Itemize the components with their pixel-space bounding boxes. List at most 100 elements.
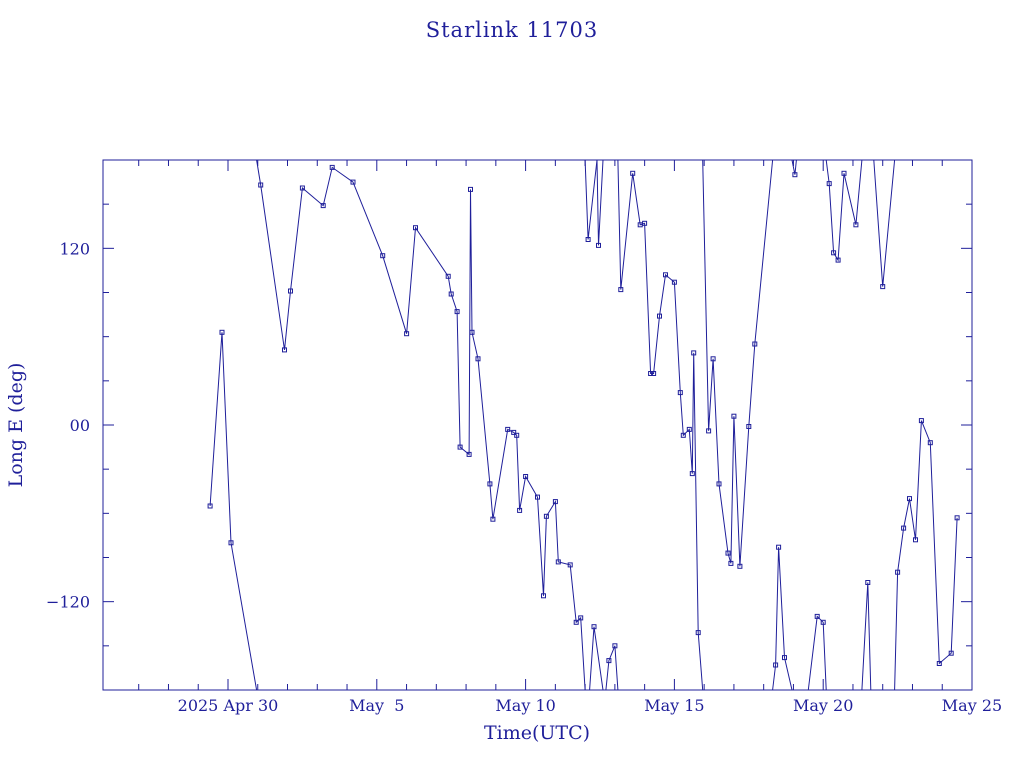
data-point: [691, 350, 697, 356]
data-point: [517, 507, 523, 513]
data-point: [841, 170, 847, 176]
series-line: [791, 159, 797, 175]
series-line: [617, 159, 704, 691]
data-point: [835, 257, 841, 263]
data-point: [618, 287, 624, 293]
data-point: [657, 313, 662, 319]
series-line: [861, 582, 872, 691]
data-point: [541, 593, 546, 599]
data-point: [475, 356, 481, 362]
data-point: [469, 329, 475, 335]
data-point: [329, 164, 335, 170]
series-line: [605, 645, 619, 691]
data-point: [454, 309, 460, 315]
series-line: [873, 159, 896, 287]
series-line: [894, 420, 958, 691]
series-line: [807, 615, 827, 691]
y-tick-label: −120: [46, 593, 90, 612]
data-point: [936, 661, 942, 666]
data-point: [514, 432, 520, 438]
data-point: [746, 424, 752, 429]
data-point: [689, 471, 695, 477]
data-point: [552, 499, 558, 505]
data-point: [228, 540, 234, 546]
data-point: [320, 203, 326, 209]
data-point: [731, 413, 737, 419]
data-point: [555, 559, 561, 565]
x-tick-label: May 20: [793, 696, 853, 715]
data-point: [773, 662, 779, 668]
data-point: [927, 440, 933, 446]
series-longitude: [207, 159, 960, 691]
data-point: [954, 515, 960, 521]
data-point: [901, 525, 907, 531]
data-point: [820, 619, 826, 625]
data-point: [585, 237, 591, 242]
series-line: [256, 159, 586, 691]
data-point: [651, 371, 657, 376]
data-point: [299, 185, 305, 191]
data-point: [511, 429, 517, 435]
data-point: [258, 182, 264, 188]
data-point: [853, 222, 859, 228]
x-axis-label: Time(UTC): [484, 722, 590, 744]
data-point: [523, 474, 529, 479]
data-point: [445, 273, 451, 279]
data-point: [612, 643, 618, 649]
y-tick-label: 00: [70, 416, 90, 435]
data-point: [686, 426, 692, 432]
data-point: [814, 613, 820, 619]
chart-title: Starlink 11703: [426, 18, 599, 42]
data-point: [207, 503, 213, 509]
data-point: [737, 563, 743, 569]
series-line: [772, 547, 793, 691]
series-line: [596, 159, 604, 246]
series-line: [589, 626, 604, 691]
x-tick-label: May 10: [495, 696, 555, 715]
data-point: [695, 630, 701, 636]
plot-frame: [102, 159, 973, 691]
data-point: [895, 569, 901, 575]
data-point: [404, 331, 410, 337]
data-point: [880, 284, 886, 290]
data-point: [487, 481, 493, 487]
data-point: [457, 444, 463, 450]
data-point: [288, 288, 293, 294]
data-point: [380, 253, 386, 259]
data-point: [725, 550, 731, 556]
data-point: [466, 451, 472, 457]
data-point: [505, 426, 511, 432]
data-point: [728, 560, 734, 566]
series-line: [209, 332, 258, 691]
data-point: [596, 242, 601, 248]
data-point: [663, 272, 668, 278]
axis-tick-labels: 2025 Apr 30 May 5 May 10 May 15 May 20 May 25…: [46, 239, 1002, 715]
data-point: [865, 580, 871, 585]
data-point: [490, 516, 496, 522]
x-tick-label: 2025 Apr 30: [178, 696, 279, 715]
data-point: [677, 390, 683, 396]
series-line: [584, 159, 598, 240]
data-point: [680, 432, 686, 438]
data-point: [776, 544, 782, 550]
data-point: [642, 220, 648, 226]
y-axis-label: Long E (deg): [5, 363, 27, 488]
data-point: [648, 371, 654, 376]
data-point: [671, 279, 677, 285]
data-point: [706, 428, 712, 434]
data-point: [350, 179, 356, 185]
data-point: [535, 494, 540, 500]
data-point: [792, 172, 798, 178]
data-point: [606, 658, 612, 664]
x-tick-label: May 15: [644, 696, 704, 715]
data-point: [543, 513, 549, 519]
axis-ticks: [103, 159, 973, 691]
series-line: [702, 159, 774, 567]
data-point: [567, 562, 573, 568]
data-point: [752, 341, 758, 347]
series-line: [825, 159, 863, 262]
data-point: [948, 650, 954, 656]
data-point: [630, 170, 636, 176]
data-point: [907, 496, 912, 502]
